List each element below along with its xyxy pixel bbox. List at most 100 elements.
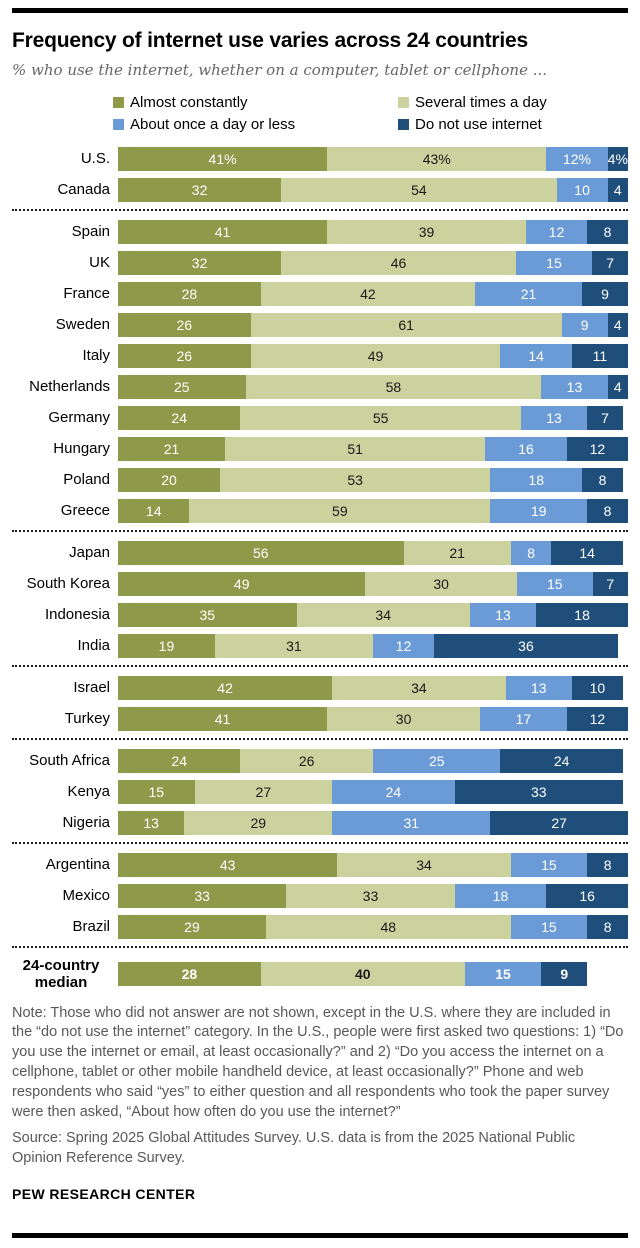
bar-segment: 25	[118, 375, 246, 399]
bar-segment: 41	[118, 220, 328, 244]
bar-segment: 31	[332, 811, 491, 835]
chart-row: Hungary 21 51 16 12	[12, 437, 628, 461]
legend-item: Do not use internet	[398, 116, 628, 133]
bar-segment: 10	[556, 178, 608, 202]
chart-row: Poland 20 53 18 8	[12, 468, 628, 492]
stacked-bar: 24 55 13 7	[118, 406, 628, 430]
stacked-bar: 24 26 25 24	[118, 749, 628, 773]
bar-segment: 28	[118, 962, 261, 987]
stacked-bar: 20 53 18 8	[118, 468, 628, 492]
bar-segment: 35	[118, 603, 297, 627]
bar-segment: 15	[515, 251, 593, 275]
bar-segment: 9	[582, 282, 628, 306]
chart-row: Spain 41 39 12 8	[12, 220, 628, 244]
bar-segment: 58	[245, 375, 542, 399]
chart-row: UK 32 46 15 7	[12, 251, 628, 275]
country-label: 24-country median	[22, 957, 100, 992]
chart-row: 24-country median 28 40 15 9	[12, 957, 628, 992]
stacked-bar: 41 30 17 12	[118, 707, 628, 731]
bar-segment: 27	[490, 811, 628, 835]
bar-segment: 24	[500, 749, 623, 773]
bar-segment: 14	[118, 499, 190, 523]
bar-segment: 56	[118, 541, 404, 565]
bar-segment: 26	[240, 749, 373, 773]
country-label: Germany	[48, 409, 110, 427]
stacked-bar: 21 51 16 12	[118, 437, 628, 461]
bar-segment: 34	[296, 603, 470, 627]
country-label: Greece	[60, 502, 110, 520]
chart-row: France 28 42 21 9	[12, 282, 628, 306]
bar-segment: 8	[510, 541, 552, 565]
bar-segment: 8	[587, 220, 628, 244]
stacked-bar: 41 39 12 8	[118, 220, 628, 244]
stacked-bar: 42 34 13 10	[118, 676, 628, 700]
bar-segment: 49	[118, 572, 366, 596]
bar-segment: 7	[587, 406, 623, 430]
group-separator	[12, 665, 628, 667]
chart-row: Argentina 43 34 15 8	[12, 853, 628, 877]
legend-item: Several times a day	[398, 94, 628, 111]
bar-segment: 48	[265, 915, 511, 939]
bar-segment: 17	[480, 707, 567, 731]
legend-label: Several times a day	[415, 94, 547, 111]
bar-segment: 54	[281, 178, 557, 202]
bar-segment: 34	[337, 853, 511, 877]
bar-segment: 4%	[607, 147, 628, 171]
bar-segment: 20	[118, 468, 220, 492]
bar-segment: 39	[327, 220, 526, 244]
group-separator	[12, 842, 628, 844]
chart-row: South Africa 24 26 25 24	[12, 749, 628, 773]
chart-row: Mexico 33 33 18 16	[12, 884, 628, 908]
bar-segment: 13	[505, 676, 572, 700]
bar-segment: 51	[225, 437, 486, 461]
bar-segment: 8	[587, 853, 628, 877]
bar-segment: 30	[327, 707, 481, 731]
chart-subtitle: % who use the internet, whether on a com…	[12, 61, 548, 79]
stacked-bar: 32 46 15 7	[118, 251, 628, 275]
chart: U.S. 41% 43% 12% 4% Canada 32 54 10 4 Spain 41 39 12 8…	[12, 147, 628, 992]
bar-segment: 26	[118, 313, 251, 337]
stacked-bar: 19 31 12 36	[118, 634, 628, 658]
bar-segment: 9	[541, 962, 588, 987]
bar-segment: 16	[546, 884, 628, 908]
legend-swatch	[398, 97, 409, 108]
stacked-bar: 13 29 31 27	[118, 811, 628, 835]
legend-swatch	[113, 97, 124, 108]
stacked-bar: 56 21 8 14	[118, 541, 628, 565]
bar-segment: 30	[365, 572, 517, 596]
bar-segment: 28	[118, 282, 261, 306]
bar-segment: 61	[250, 313, 562, 337]
bar-segment: 8	[587, 499, 628, 523]
bar-segment: 49	[250, 344, 501, 368]
legend-swatch	[398, 119, 409, 130]
stacked-bar: 28 40 15 9	[118, 962, 628, 987]
country-label: Mexico	[62, 887, 110, 905]
stacked-bar: 26 61 9 4	[118, 313, 628, 337]
bar-segment: 31	[214, 634, 373, 658]
bar-segment: 42	[260, 282, 475, 306]
bar-segment: 59	[189, 499, 491, 523]
chart-row: Netherlands 25 58 13 4	[12, 375, 628, 399]
chart-row: India 19 31 12 36	[12, 634, 628, 658]
bar-segment: 14	[500, 344, 572, 368]
legend-item: About once a day or less	[113, 116, 398, 133]
country-label: Sweden	[55, 316, 110, 334]
country-label: Kenya	[67, 783, 110, 801]
bar-segment: 40	[260, 962, 465, 987]
bar-segment: 33	[286, 884, 455, 908]
bar-segment: 41	[118, 707, 328, 731]
bar-segment: 16	[485, 437, 567, 461]
legend-label: Do not use internet	[415, 116, 542, 133]
bar-segment: 29	[184, 811, 333, 835]
bar-segment: 55	[240, 406, 521, 430]
bar-segment: 24	[118, 406, 241, 430]
country-label: Israel	[73, 679, 110, 697]
bar-segment: 18	[490, 468, 583, 492]
bar-segment: 8	[587, 915, 628, 939]
bar-segment: 7	[592, 251, 628, 275]
bar-segment: 19	[118, 634, 215, 658]
bar-segment: 14	[551, 541, 623, 565]
country-label: Poland	[63, 471, 110, 489]
country-label: Netherlands	[29, 378, 110, 396]
country-label: France	[63, 285, 110, 303]
